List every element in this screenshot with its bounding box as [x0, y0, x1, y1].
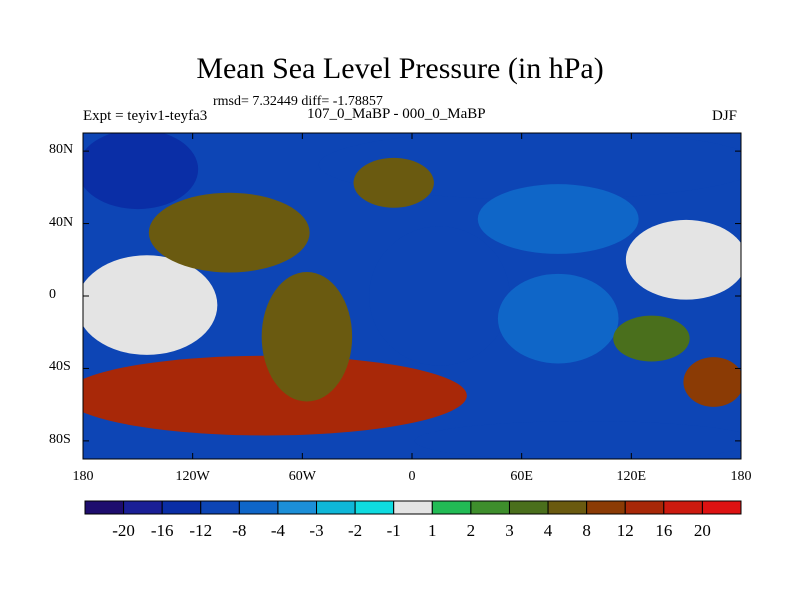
colorbar-label: -20	[112, 521, 135, 540]
colorbar-box	[701, 500, 742, 515]
colorbar-box	[508, 500, 549, 515]
lon-tick-label: 180	[730, 469, 752, 484]
colorbar-label: 1	[428, 521, 437, 540]
pressure-region	[148, 192, 310, 273]
pressure-region	[83, 355, 467, 436]
colorbar-label: -1	[386, 521, 401, 540]
colorbar-label: 3	[505, 521, 514, 540]
colorbar-label: 20	[693, 521, 711, 540]
colorbar-box	[470, 500, 510, 515]
stats-line: rmsd= 7.32449 diff= -1.78857	[213, 94, 383, 109]
pressure-region	[369, 226, 510, 366]
colorbar-box	[200, 500, 240, 515]
colorbar-box	[431, 500, 472, 515]
pressure-region	[414, 420, 741, 459]
colorbar-box	[316, 500, 356, 515]
colorbar-box	[547, 500, 588, 515]
chart-title: Mean Sea Level Pressure (in hPa)	[196, 52, 604, 85]
experiment-label: Expt = teyiv1-teyfa3	[83, 108, 208, 124]
pressure-region	[683, 357, 741, 407]
colorbar-box	[354, 500, 395, 515]
colorbar-label: -12	[189, 521, 213, 540]
lon-tick-label: 120E	[616, 469, 647, 484]
colorbar-box	[161, 500, 202, 515]
lon-tick-label: 60W	[288, 469, 316, 484]
lat-tick-label: 80S	[49, 431, 71, 447]
colorbar-label: 8	[582, 521, 591, 540]
lat-tick-label: 80N	[49, 142, 74, 158]
lat-tick-label: 0	[49, 287, 56, 302]
colorbar-box	[84, 500, 125, 515]
colorbar-box	[277, 500, 318, 515]
lon-tick-label: 60E	[510, 469, 533, 484]
colorbar-label: -4	[270, 521, 286, 540]
colorbar-label: -3	[309, 521, 324, 540]
colorbar-box	[663, 500, 703, 515]
pressure-region	[625, 219, 741, 300]
pressure-region	[477, 184, 639, 254]
lon-tick-label: 0	[408, 469, 416, 484]
pressure-field	[83, 133, 741, 459]
colorbar-label: 12	[616, 521, 634, 540]
colorbar-label: -8	[232, 521, 247, 540]
colorbar-box	[393, 500, 433, 515]
pressure-region	[83, 133, 199, 210]
pressure-region	[613, 315, 690, 362]
lat-tick-label: 40N	[49, 214, 74, 230]
colorbar-box	[586, 500, 626, 515]
lat-tick-label: 40S	[49, 359, 71, 375]
colorbar-box	[123, 500, 163, 515]
colorbar-label: 2	[466, 521, 476, 540]
lon-tick-label: 180	[72, 469, 94, 484]
season-label: DJF	[712, 108, 738, 124]
colorbar-label: 16	[655, 521, 673, 540]
period-label: 107_0_MaBP - 000_0_MaBP	[307, 106, 486, 122]
colorbar-label: 4	[543, 521, 553, 540]
colorbar-box	[624, 500, 665, 515]
lon-tick-label: 120W	[175, 469, 210, 484]
pressure-region	[261, 272, 353, 402]
pressure-region	[497, 273, 619, 364]
colorbar-label: -16	[150, 521, 174, 540]
colorbar-label: -2	[348, 521, 363, 540]
colorbar-box	[238, 500, 279, 515]
pressure-region	[353, 157, 434, 208]
pressure-region	[83, 255, 218, 355]
